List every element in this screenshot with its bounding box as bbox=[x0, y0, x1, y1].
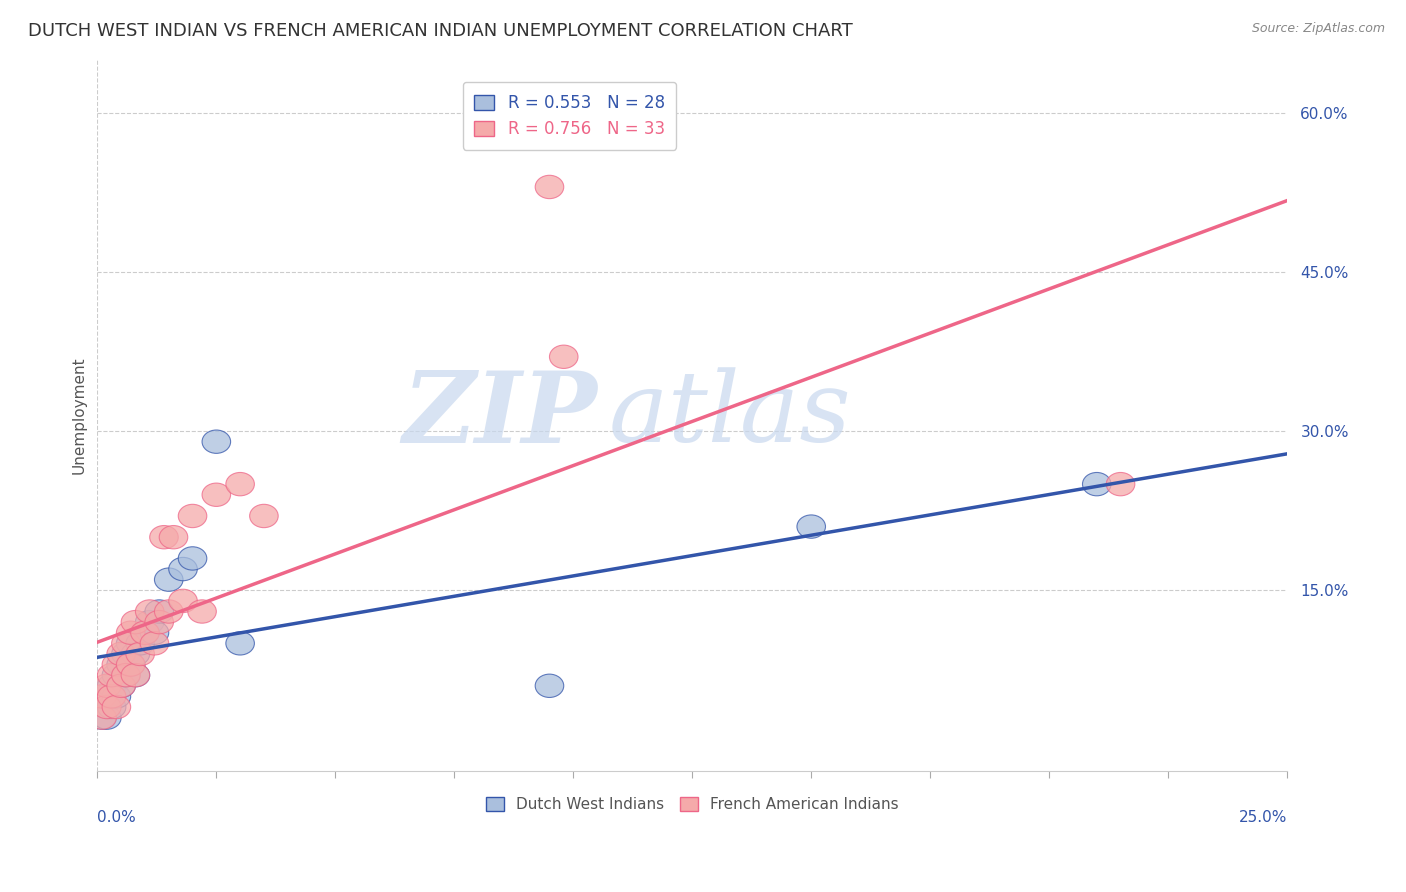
Ellipse shape bbox=[107, 674, 135, 698]
Ellipse shape bbox=[226, 473, 254, 496]
Ellipse shape bbox=[149, 525, 179, 549]
Ellipse shape bbox=[103, 664, 131, 687]
Ellipse shape bbox=[111, 632, 141, 655]
Ellipse shape bbox=[97, 674, 127, 698]
Ellipse shape bbox=[226, 632, 254, 655]
Ellipse shape bbox=[188, 599, 217, 624]
Ellipse shape bbox=[93, 696, 121, 719]
Ellipse shape bbox=[155, 599, 183, 624]
Ellipse shape bbox=[179, 504, 207, 528]
Ellipse shape bbox=[121, 664, 149, 687]
Ellipse shape bbox=[103, 696, 131, 719]
Ellipse shape bbox=[797, 515, 825, 538]
Ellipse shape bbox=[117, 632, 145, 655]
Ellipse shape bbox=[103, 653, 131, 676]
Ellipse shape bbox=[145, 599, 173, 624]
Ellipse shape bbox=[131, 621, 159, 644]
Legend: Dutch West Indians, French American Indians: Dutch West Indians, French American Indi… bbox=[478, 789, 907, 820]
Ellipse shape bbox=[145, 610, 173, 634]
Ellipse shape bbox=[536, 176, 564, 199]
Ellipse shape bbox=[121, 664, 149, 687]
Ellipse shape bbox=[202, 430, 231, 453]
Ellipse shape bbox=[107, 653, 135, 676]
Ellipse shape bbox=[97, 685, 127, 708]
Text: 0.0%: 0.0% bbox=[97, 810, 136, 825]
Ellipse shape bbox=[155, 568, 183, 591]
Ellipse shape bbox=[141, 621, 169, 644]
Ellipse shape bbox=[117, 653, 145, 676]
Ellipse shape bbox=[250, 504, 278, 528]
Text: atlas: atlas bbox=[609, 368, 852, 463]
Ellipse shape bbox=[550, 345, 578, 368]
Ellipse shape bbox=[97, 664, 127, 687]
Ellipse shape bbox=[93, 674, 121, 698]
Ellipse shape bbox=[97, 696, 127, 719]
Y-axis label: Unemployment: Unemployment bbox=[72, 356, 86, 474]
Ellipse shape bbox=[169, 558, 197, 581]
Ellipse shape bbox=[121, 642, 149, 665]
Ellipse shape bbox=[117, 653, 145, 676]
Ellipse shape bbox=[179, 547, 207, 570]
Ellipse shape bbox=[121, 610, 149, 634]
Ellipse shape bbox=[87, 706, 117, 730]
Ellipse shape bbox=[103, 685, 131, 708]
Ellipse shape bbox=[202, 483, 231, 507]
Ellipse shape bbox=[159, 525, 188, 549]
Ellipse shape bbox=[107, 674, 135, 698]
Ellipse shape bbox=[131, 621, 159, 644]
Ellipse shape bbox=[87, 706, 117, 730]
Ellipse shape bbox=[93, 706, 121, 730]
Ellipse shape bbox=[1083, 473, 1111, 496]
Text: Source: ZipAtlas.com: Source: ZipAtlas.com bbox=[1251, 22, 1385, 36]
Ellipse shape bbox=[107, 642, 135, 665]
Ellipse shape bbox=[87, 685, 117, 708]
Text: ZIP: ZIP bbox=[402, 367, 598, 464]
Ellipse shape bbox=[111, 642, 141, 665]
Ellipse shape bbox=[117, 621, 145, 644]
Ellipse shape bbox=[135, 599, 165, 624]
Ellipse shape bbox=[111, 664, 141, 687]
Ellipse shape bbox=[1107, 473, 1135, 496]
Ellipse shape bbox=[135, 610, 165, 634]
Ellipse shape bbox=[141, 632, 169, 655]
Ellipse shape bbox=[127, 642, 155, 665]
Ellipse shape bbox=[536, 674, 564, 698]
Ellipse shape bbox=[111, 664, 141, 687]
Ellipse shape bbox=[127, 632, 155, 655]
Text: 25.0%: 25.0% bbox=[1239, 810, 1286, 825]
Text: DUTCH WEST INDIAN VS FRENCH AMERICAN INDIAN UNEMPLOYMENT CORRELATION CHART: DUTCH WEST INDIAN VS FRENCH AMERICAN IND… bbox=[28, 22, 853, 40]
Ellipse shape bbox=[169, 590, 197, 613]
Ellipse shape bbox=[93, 685, 121, 708]
